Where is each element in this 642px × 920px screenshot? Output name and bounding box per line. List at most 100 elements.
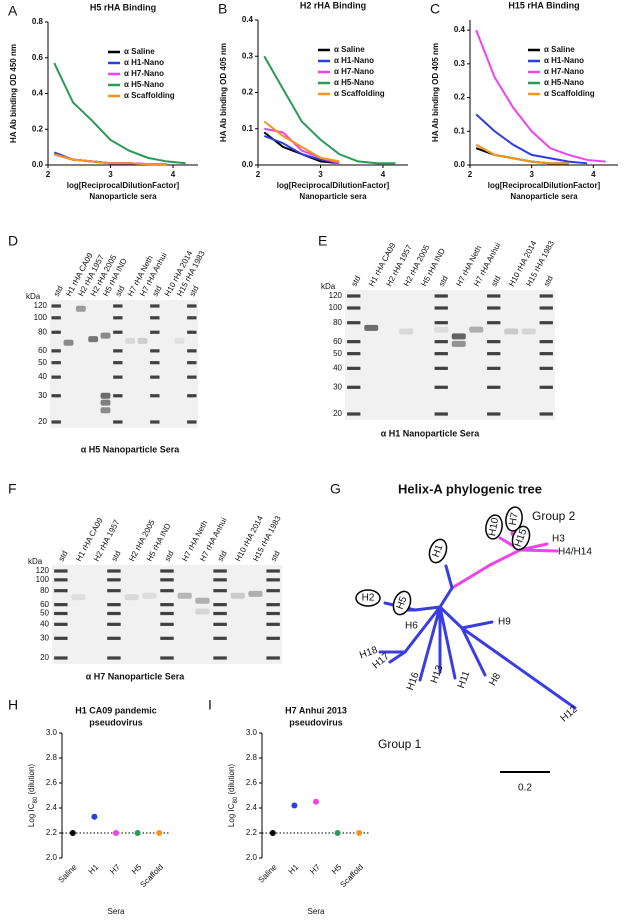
marker-label: 80: [38, 327, 47, 336]
x-tick-label: 2: [468, 170, 473, 179]
x-tick-label: 4: [171, 170, 176, 179]
protein-band: [195, 608, 210, 615]
ladder-band: [150, 349, 160, 353]
legend-label: α Scaffolding: [124, 91, 175, 100]
ladder-band: [487, 385, 501, 389]
y-tick-label: 0.3: [242, 51, 254, 60]
ladder-band: [51, 420, 61, 424]
y-tick-label: 0.2: [242, 88, 254, 97]
tree-branch: [488, 548, 522, 567]
ladder-band: [187, 420, 197, 424]
marker-label: 120: [34, 301, 48, 310]
dot: [69, 830, 76, 836]
leaf-label: H4/H14: [558, 547, 592, 558]
blot-membrane: [50, 300, 198, 428]
ladder-band: [539, 294, 553, 298]
lane-label: std: [269, 549, 282, 563]
dot: [156, 830, 163, 836]
ladder-band: [150, 330, 160, 334]
ladder-band: [187, 361, 197, 365]
dot: [269, 830, 276, 836]
ladder-band: [107, 578, 121, 582]
ladder-band: [213, 569, 227, 573]
y-tick-label: 2.0: [46, 853, 58, 862]
ladder-band: [266, 578, 280, 582]
kda-label: kDa: [26, 292, 41, 301]
protein-band: [364, 324, 379, 331]
ladder-band: [54, 569, 68, 573]
y-axis-label-part: (dilution): [27, 764, 36, 797]
tree-branch: [438, 605, 457, 680]
lane-label: std: [489, 274, 502, 288]
x-tick-label: 2: [46, 170, 51, 179]
marker-label: 80: [333, 318, 342, 327]
protein-band: [137, 337, 148, 344]
ladder-band: [54, 636, 68, 640]
y-tick-label: 0.6: [32, 53, 44, 62]
ladder-band: [187, 394, 197, 398]
lane-label: std: [163, 549, 176, 563]
leaf-circle: [392, 590, 412, 616]
panel-letter: F: [8, 481, 17, 497]
ladder-band: [487, 412, 501, 416]
ladder-band: [160, 578, 174, 582]
ladder-band: [266, 636, 280, 640]
tree-branch: [450, 563, 492, 590]
protein-band: [248, 590, 263, 597]
marker-label: 60: [38, 346, 47, 355]
protein-band: [100, 332, 111, 339]
y-tick-label: 0.2: [32, 124, 44, 133]
marker-label: 100: [34, 313, 48, 322]
y-axis-label-part: (dilution): [227, 764, 236, 797]
ladder-band: [150, 394, 160, 398]
marker-label: 50: [333, 349, 342, 358]
lane-label: std: [114, 284, 127, 298]
y-tick-label: 3.0: [46, 728, 58, 737]
ladder-band: [150, 420, 160, 424]
ladder-band: [434, 412, 448, 416]
y-tick-label: 0.1: [242, 124, 254, 133]
ladder-band: [51, 394, 61, 398]
ladder-band: [487, 340, 501, 344]
y-tick-label: 2.8: [246, 753, 258, 762]
series-line: [263, 120, 340, 163]
legend-label: α H1-Nano: [334, 56, 374, 65]
ladder-band: [113, 394, 123, 398]
x-tick-label: H1: [287, 862, 301, 876]
ladder-band: [347, 340, 361, 344]
tree-branch: [403, 605, 442, 654]
leaf-label: H8: [487, 671, 503, 688]
marker-label: 100: [36, 575, 50, 584]
tree-branch: [444, 564, 454, 590]
blot-membrane: [345, 290, 555, 420]
ladder-band: [107, 656, 121, 660]
ladder-band: [487, 366, 501, 370]
protein-band: [125, 337, 136, 344]
series-line: [475, 113, 588, 165]
x-tick-label: H7: [308, 862, 322, 876]
ladder-band: [347, 306, 361, 310]
ladder-band: [150, 304, 160, 308]
ladder-band: [113, 304, 123, 308]
ladder-band: [187, 330, 197, 334]
x-tick-label: Saline: [57, 862, 79, 884]
ladder-band: [54, 611, 68, 616]
legend-label: α Saline: [334, 45, 365, 54]
ladder-band: [54, 578, 68, 582]
marker-label: 40: [38, 372, 47, 381]
protein-band: [174, 337, 185, 344]
dot: [334, 830, 341, 836]
protein-band: [88, 336, 99, 343]
ladder-band: [51, 375, 61, 379]
ladder-band: [347, 294, 361, 298]
ladder-band: [107, 569, 121, 573]
scale-label: 0.2: [518, 783, 532, 794]
y-tick-label: 2.2: [46, 828, 58, 837]
series-line: [263, 55, 396, 165]
ladder-band: [113, 361, 123, 365]
ladder-band: [266, 603, 280, 607]
y-axis-label: HA Ab binding OD 450 nm: [9, 44, 18, 143]
x-tick-label: 3: [529, 170, 534, 179]
y-tick-label: 0.4: [242, 15, 254, 24]
y-axis-label-part: 80: [33, 796, 39, 803]
